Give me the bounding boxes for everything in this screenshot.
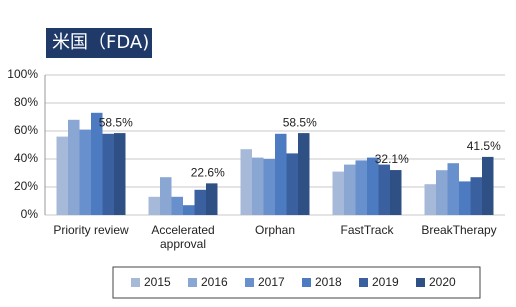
bar — [367, 157, 379, 215]
bar — [424, 184, 436, 215]
y-tick-label: 40% — [14, 151, 38, 165]
bar — [183, 205, 195, 215]
data-label: 32.1% — [375, 152, 409, 166]
legend-label: 2015 — [144, 275, 171, 289]
data-label: 22.6% — [191, 166, 225, 180]
bar — [79, 129, 91, 215]
bar — [263, 159, 275, 215]
bar — [482, 156, 494, 215]
bar — [390, 170, 402, 215]
legend-swatch — [359, 278, 368, 287]
bar — [160, 177, 172, 215]
y-tick-label: 80% — [14, 95, 38, 109]
data-label: 58.5% — [99, 115, 133, 129]
y-tick-label: 0% — [21, 207, 39, 221]
bar — [148, 196, 160, 215]
bar — [91, 112, 103, 215]
legend-label: 2016 — [201, 275, 228, 289]
x-tick-label: Accelerated approval — [151, 223, 215, 251]
bar — [102, 133, 114, 215]
bar — [470, 177, 482, 215]
bar — [286, 153, 298, 215]
bar — [171, 196, 183, 215]
legend-label: 2018 — [315, 275, 342, 289]
bar — [56, 136, 68, 215]
bar — [275, 133, 287, 215]
legend-swatch — [131, 278, 140, 287]
y-tick-label: 100% — [7, 67, 38, 81]
bar — [447, 163, 459, 215]
bar — [344, 164, 356, 215]
bar — [68, 119, 80, 215]
legend-swatch — [302, 278, 311, 287]
x-tick-label: FastTrack — [340, 223, 394, 237]
bar — [114, 133, 126, 215]
legend-box — [112, 266, 481, 299]
x-tick-label: Priority review — [53, 223, 129, 237]
bar — [206, 183, 218, 215]
bar — [332, 171, 344, 215]
legend-label: 2017 — [258, 275, 285, 289]
bar — [436, 170, 448, 215]
bar — [355, 160, 367, 215]
chart-title: 米国（FDA) — [46, 28, 152, 58]
legend-swatch — [416, 278, 425, 287]
data-label: 41.5% — [467, 139, 501, 153]
bar — [194, 189, 206, 215]
legend-label: 2019 — [372, 275, 399, 289]
legend-label: 2020 — [429, 275, 456, 289]
bar — [378, 164, 390, 215]
legend-swatch — [245, 278, 254, 287]
bar — [240, 149, 252, 215]
y-tick-label: 60% — [14, 123, 38, 137]
bar — [252, 157, 264, 215]
bar — [459, 181, 471, 215]
legend-swatch — [188, 278, 197, 287]
x-tick-label: BreakTherapy — [421, 223, 497, 237]
x-tick-label: Orphan — [254, 223, 296, 237]
data-label: 58.5% — [283, 115, 317, 129]
bar — [298, 133, 310, 215]
y-tick-label: 20% — [14, 179, 38, 193]
